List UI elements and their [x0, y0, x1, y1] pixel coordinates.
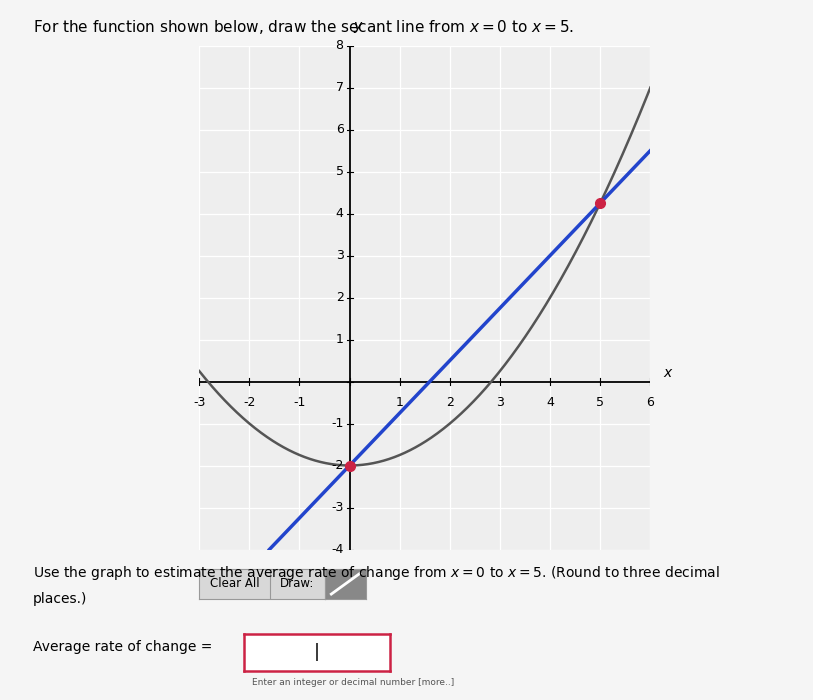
Text: -1: -1: [331, 417, 344, 430]
Text: 3: 3: [336, 249, 344, 262]
Text: 4: 4: [336, 207, 344, 220]
Text: 7: 7: [336, 81, 344, 94]
Text: 8: 8: [336, 39, 344, 52]
Text: -1: -1: [293, 396, 306, 410]
Text: For the function shown below, draw the secant line from $x = 0$ to $x = 5$.: For the function shown below, draw the s…: [33, 18, 574, 36]
Text: -2: -2: [243, 396, 255, 410]
Text: 3: 3: [496, 396, 504, 410]
Text: y: y: [353, 19, 361, 33]
Text: 2: 2: [446, 396, 454, 410]
Text: Use the graph to estimate the average rate of change from $x = 0$ to $x = 5$. (R: Use the graph to estimate the average ra…: [33, 564, 720, 582]
Text: Average rate of change =: Average rate of change =: [33, 640, 212, 654]
Text: -4: -4: [331, 543, 344, 556]
Text: 1: 1: [336, 333, 344, 346]
Text: places.): places.): [33, 592, 87, 606]
Text: |: |: [314, 643, 320, 662]
Text: 6: 6: [336, 123, 344, 136]
Text: Clear All: Clear All: [210, 578, 259, 590]
Text: 1: 1: [396, 396, 404, 410]
Text: 5: 5: [336, 165, 344, 178]
Text: Draw:: Draw:: [280, 578, 315, 590]
Text: -3: -3: [193, 396, 206, 410]
Text: -2: -2: [331, 459, 344, 472]
Text: Enter an integer or decimal number [more..]: Enter an integer or decimal number [more…: [252, 678, 454, 687]
Text: 2: 2: [336, 291, 344, 304]
Text: 6: 6: [646, 396, 654, 410]
Text: 4: 4: [546, 396, 554, 410]
Text: x: x: [663, 366, 672, 380]
Text: 5: 5: [596, 396, 604, 410]
Text: -3: -3: [331, 501, 344, 514]
